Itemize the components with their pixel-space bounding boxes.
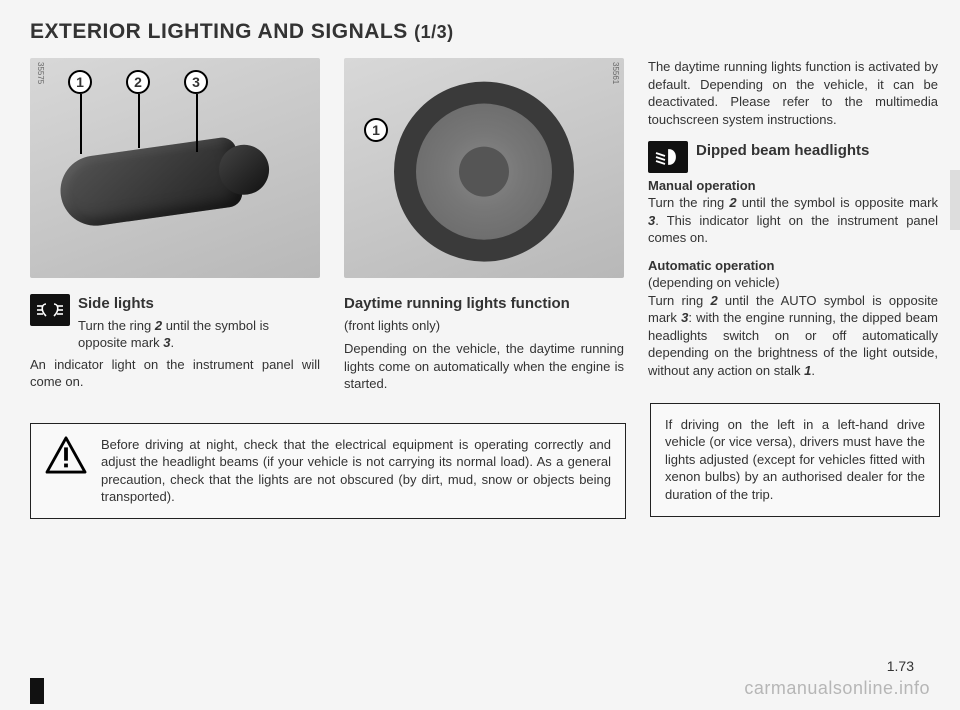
manual-e: . This indicator light on the instrument…: [648, 213, 938, 246]
main-columns: 35575 1 2 3 Side light: [30, 58, 930, 402]
light-stalk-graphic: [56, 136, 244, 230]
drl-heading: Daytime running lights function: [344, 294, 624, 314]
dipped-heading: Dipped beam headlights: [696, 141, 938, 161]
side-lights-icon: [30, 294, 70, 326]
callout-3: 3: [184, 70, 208, 94]
image-code-mid: 35561: [609, 62, 620, 84]
auto-op-heading: Automatic operation: [648, 257, 938, 275]
column-right: The daytime running lights function is a…: [648, 58, 938, 402]
callout-mid-1: 1: [364, 118, 388, 142]
auto-e: : with the engine running, the dipped be…: [648, 310, 938, 378]
lower-row: Before driving at night, check that the …: [30, 403, 930, 519]
steering-wheel-graphic: [394, 82, 574, 262]
photo-wheel: 35561 1: [344, 58, 624, 278]
right-intro: The daytime running lights function is a…: [648, 58, 938, 128]
auto-b: 2: [710, 293, 717, 308]
page-title: EXTERIOR LIGHTING AND SIGNALS (1/3): [30, 18, 930, 46]
auto-g: .: [811, 363, 815, 378]
column-middle: 35561 1 Daytime running lights function …: [344, 58, 624, 402]
title-main: EXTERIOR LIGHTING AND SIGNALS: [30, 20, 414, 43]
watermark: carmanualsonline.info: [744, 676, 930, 700]
auto-a: Turn ring: [648, 293, 710, 308]
manual-b: 2: [729, 195, 736, 210]
side-lights-ring: 2: [155, 318, 162, 333]
side-lights-p1a: Turn the ring: [78, 318, 155, 333]
callout-1: 1: [68, 70, 92, 94]
manual-a: Turn the ring: [648, 195, 729, 210]
image-code-left: 35575: [34, 62, 45, 84]
side-lights-heading: Side lights: [78, 294, 320, 314]
dipped-beam-icon: [648, 141, 688, 173]
side-lights-mark: 3: [163, 335, 170, 350]
manual-c: until the symbol is opposite mark: [737, 195, 938, 210]
drl-p1: Depending on the vehicle, the daytime ru…: [344, 340, 624, 393]
manual-op-heading: Manual operation: [648, 177, 938, 195]
side-tab: [950, 170, 960, 230]
page-number: 1.73: [887, 657, 914, 676]
dipped-heading-row: Dipped beam headlights: [648, 141, 938, 173]
rhd-note-box: If driving on the left in a left-hand dr…: [650, 403, 940, 517]
column-left: 35575 1 2 3 Side light: [30, 58, 320, 402]
side-lights-p1e: .: [171, 335, 175, 350]
warning-box: Before driving at night, check that the …: [30, 423, 626, 519]
callout-2: 2: [126, 70, 150, 94]
warning-triangle-icon: [45, 436, 87, 474]
warning-text: Before driving at night, check that the …: [101, 436, 611, 506]
drl-sub: (front lights only): [344, 317, 624, 335]
auto-op-sub: (depending on vehicle): [648, 274, 938, 292]
callout-line-2: [138, 94, 140, 148]
footer-black-bar: [30, 678, 44, 704]
side-lights-heading-row: Side lights Turn the ring 2 until the sy…: [30, 294, 320, 351]
side-lights-p2: An indicator light on the instrument pan…: [30, 356, 320, 391]
callout-line-3: [196, 94, 198, 152]
callout-line-1: [80, 94, 82, 154]
title-sub: (1/3): [414, 22, 454, 42]
photo-stalk: 35575 1 2 3: [30, 58, 320, 278]
